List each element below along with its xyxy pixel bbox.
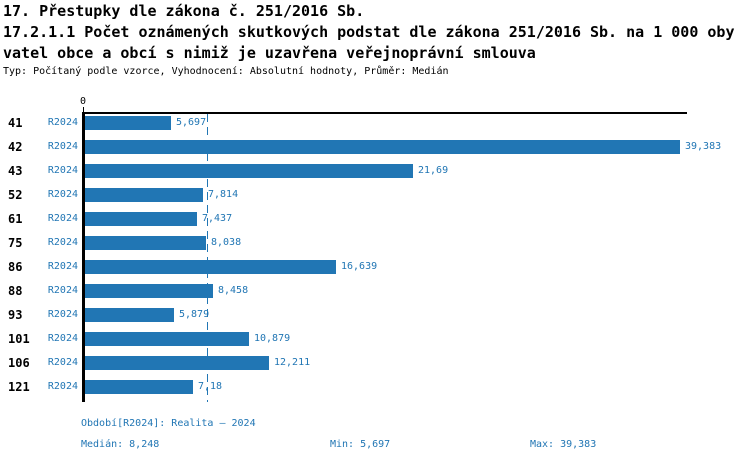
row-series-label: R2024 [47, 213, 78, 224]
bar-value-label: 8,038 [211, 237, 242, 248]
bar-41 [85, 116, 171, 130]
bar-75 [85, 236, 206, 250]
row-category-label: 75 [8, 236, 23, 250]
footer-median-label: Medián: 8,248 [81, 439, 160, 450]
bar-88 [85, 284, 213, 298]
row-series-label: R2024 [47, 333, 78, 344]
bar-86 [85, 260, 336, 274]
row-category-label: 86 [8, 260, 23, 274]
y-axis-line [82, 112, 85, 402]
row-category-label: 52 [8, 188, 23, 202]
bar-61 [85, 212, 197, 226]
row-series-label: R2024 [47, 117, 78, 128]
row-series-label: R2024 [47, 309, 78, 320]
bar-43 [85, 164, 413, 178]
row-category-label: 88 [8, 284, 23, 298]
report-subtitle: Typ: Počítaný podle vzorce, Vyhodnocení:… [3, 66, 449, 77]
row-category-label: 43 [8, 164, 23, 178]
bar-93 [85, 308, 174, 322]
bar-value-label: 5,697 [176, 117, 207, 128]
footer-max-label: Max: 39,383 [530, 439, 597, 450]
bar-121 [85, 380, 193, 394]
median-reference-line [207, 114, 208, 402]
report-title-line2: 17.2.1.1 Počet oznámených skutkových pod… [3, 23, 735, 41]
row-series-label: R2024 [47, 261, 78, 272]
x-axis-zero-tick [83, 107, 84, 112]
bar-value-label: 12,211 [274, 357, 311, 368]
row-category-label: 101 [8, 332, 30, 346]
bar-52 [85, 188, 203, 202]
row-category-label: 106 [8, 356, 30, 370]
report-title-line3: vatel obce a obcí s nimiž je uzavřena ve… [3, 44, 536, 62]
row-series-label: R2024 [47, 285, 78, 296]
bar-value-label: 10,879 [254, 333, 291, 344]
bar-42 [85, 140, 680, 154]
row-category-label: 121 [8, 380, 30, 394]
row-series-label: R2024 [47, 141, 78, 152]
row-category-label: 41 [8, 116, 23, 130]
bar-value-label: 5,879 [179, 309, 210, 320]
row-series-label: R2024 [47, 237, 78, 248]
x-axis-zero-label: 0 [79, 96, 87, 107]
bar-value-label: 7,437 [202, 213, 233, 224]
row-category-label: 42 [8, 140, 23, 154]
bar-value-label: 7,814 [208, 189, 239, 200]
bar-value-label: 16,639 [341, 261, 378, 272]
report-title-line1: 17. Přestupky dle zákona č. 251/2016 Sb. [3, 2, 365, 20]
row-category-label: 61 [8, 212, 23, 226]
bar-value-label: 21,69 [418, 165, 449, 176]
row-series-label: R2024 [47, 189, 78, 200]
bar-106 [85, 356, 269, 370]
footer-period-label: Období[R2024]: Realita – 2024 [81, 418, 256, 429]
footer-min-label: Min: 5,697 [330, 439, 391, 450]
row-series-label: R2024 [47, 357, 78, 368]
x-axis-line [84, 112, 687, 114]
row-category-label: 93 [8, 308, 23, 322]
bar-value-label: 39,383 [685, 141, 722, 152]
row-series-label: R2024 [47, 165, 78, 176]
bar-value-label: 7,18 [198, 381, 223, 392]
bar-value-label: 8,458 [218, 285, 249, 296]
bar-101 [85, 332, 249, 346]
row-series-label: R2024 [47, 381, 78, 392]
